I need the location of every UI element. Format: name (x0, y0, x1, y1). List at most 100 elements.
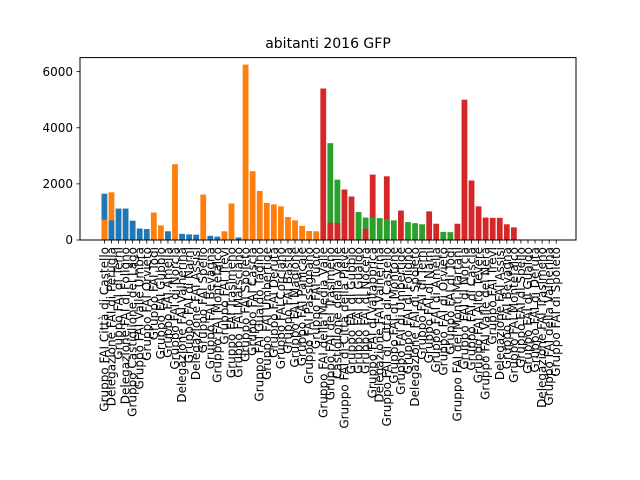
x-tick-label: Gruppo FAI di Narni (182, 247, 196, 363)
bar-red-53 (475, 206, 482, 240)
x-tick-label: Gruppo FAI di Terni (415, 247, 429, 360)
bar-blue-5 (136, 228, 143, 240)
x-tick-label: Gruppo FAI di Terni (112, 247, 126, 360)
bar-blue-9 (165, 231, 171, 240)
bar-blue-13 (193, 234, 200, 240)
x-tick-label: Castiglione della Valle (330, 247, 344, 379)
x-tick-label: Gruppo FAI di Amelia (429, 247, 443, 373)
x-tick-label: Gruppo FAI Gubbio (154, 247, 168, 359)
x-tick-label: Gruppo FAI di Narni (422, 247, 436, 363)
y-tick-label: 2000 (42, 177, 73, 191)
x-tick-label: Gruppo FAI Corciano (274, 247, 288, 369)
bar-orange-1 (108, 192, 115, 240)
x-tick-label: Gruppo FAI di Spoleto (549, 247, 563, 377)
bar-orange-20 (242, 64, 249, 241)
x-tick-label: Gruppo FAI Orvieto (140, 247, 154, 361)
x-tick-label: Gruppo FAI del Trasimeno (323, 247, 337, 400)
x-tick-label: Delegazione FAI Trasimeno (535, 247, 549, 408)
x-tick-label: Gruppo FAI Trevi (217, 247, 231, 345)
bar-blue-11 (179, 233, 185, 240)
y-tick-label: 6000 (42, 65, 73, 79)
y-tick-label: 0 (65, 233, 73, 247)
bar-red-56 (496, 217, 503, 240)
x-tick-label: Gruppo FAI Bastia (281, 247, 295, 354)
x-tick-label: Gruppo FAI di Nocera (359, 247, 373, 374)
bar-orange-24 (270, 204, 277, 240)
bar-orange-21 (249, 171, 256, 240)
x-axis: Gruppo FAI Città di CastelloDelegazione … (97, 240, 563, 429)
x-tick-label: Delegazione FAI di Foligno (119, 247, 133, 404)
x-tick-label: Delegazione FAI Valnerina (373, 247, 387, 403)
bar-red-33 (334, 223, 341, 240)
x-tick-label: Gruppo FAI Montefalco (210, 247, 224, 383)
x-tick-label: Gruppo FAI di Valfabbrica (366, 247, 380, 398)
bar-green-44 (412, 223, 418, 240)
bar-green-33 (334, 179, 341, 240)
bar-green-36 (355, 211, 362, 240)
x-tick-label: Gruppo FAI di Gubbio (345, 247, 359, 374)
x-tick-label: Gruppo FAI di Montone (387, 247, 401, 384)
x-tick-label: Gruppo FAI di Foligno (401, 247, 415, 374)
x-tick-label: Delegazione FAI Assisi (493, 247, 507, 380)
bar-blue-1 (108, 220, 115, 240)
x-tick-label: Gruppo FAI Alto Tevere (472, 247, 486, 383)
x-tick-label: Gruppo FAI di Norcia (168, 247, 182, 370)
bar-blue-19 (235, 237, 242, 240)
bar-orange-8 (157, 225, 164, 240)
x-tick-label: Gruppo FAI Tuoro (309, 247, 323, 349)
bar-orange-29 (306, 231, 313, 240)
bar-blue-6 (143, 229, 150, 240)
bar-red-42 (398, 210, 404, 240)
bar-layer (101, 64, 560, 241)
bar-orange-28 (299, 225, 305, 240)
x-tick-label: Gruppo FAI di Orvieto (436, 247, 450, 376)
x-tick-label: Gruppo FAI Valle del Nera (479, 247, 493, 400)
bar-green-49 (447, 232, 454, 240)
bar-orange-25 (278, 206, 284, 240)
bar-red-38 (369, 174, 376, 240)
x-tick-label: Gruppo FAI Spoleto (239, 247, 253, 362)
bar-blue-12 (186, 234, 193, 240)
x-tick-label: Gruppo FAI dei Monti Martani (450, 247, 464, 422)
x-tick-label: Gruppo FAI di Spello (514, 247, 528, 368)
bar-green-32 (327, 143, 334, 240)
bar-orange-22 (256, 190, 263, 240)
bar-orange-7 (150, 212, 157, 240)
x-tick-label: Gruppo FAI Magione (288, 247, 302, 368)
x-tick-label: Gruppo FAI Passignano (302, 247, 316, 384)
x-tick-label: Gruppo FAI Amelia (161, 247, 175, 358)
x-tick-label: Gruppo FAI di Città di Castello (380, 247, 394, 427)
chart-title: abitanti 2016 GFP (265, 36, 391, 52)
bar-orange-18 (228, 203, 235, 240)
bar-red-34 (341, 189, 348, 240)
bar-red-58 (510, 227, 517, 240)
x-tick-label: Gruppo FAI di Gualdo (352, 247, 366, 374)
bar-red-50 (454, 223, 461, 240)
x-tick-label: Gruppo FAI Gualdo Tadino (253, 247, 267, 402)
x-tick-label: Gruppo FAI Panicale (295, 247, 309, 366)
bar-orange-17 (221, 231, 228, 240)
bar-red-37 (362, 228, 369, 240)
bar-green-40 (383, 218, 390, 240)
x-tick-label: Gruppo FAI Trasimeno (224, 247, 238, 378)
bar-green-45 (419, 224, 425, 240)
bar-green-41 (390, 220, 397, 240)
x-tick-label: Gruppo FAI della Media Valle (316, 247, 330, 418)
x-tick-label: Gruppo FAI Todi (147, 247, 161, 340)
x-tick-label: Gruppo FAI di Todi (443, 247, 457, 355)
x-tick-label: Gruppo FAI di Città della Pieve (337, 247, 351, 429)
bar-red-51 (461, 99, 468, 240)
x-tick-label: Gruppo FAI Marsciano (232, 247, 246, 378)
bar-orange-0 (101, 219, 108, 240)
x-tick-label: Gruppo FAI Bevagna (500, 247, 514, 369)
x-tick-label: Gruppo FAI Valle Umbra (133, 247, 147, 389)
bar-red-52 (468, 180, 475, 240)
y-axis: 0 2000 4000 6000 (42, 65, 80, 247)
x-tick-label: Gruppo FAI di Deruta (528, 247, 542, 373)
bar-green-38 (369, 217, 376, 240)
x-tick-label: Gruppo FAI di Gualdo (521, 247, 535, 374)
bar-red-40 (383, 176, 390, 240)
x-tick-label: Gruppo FAI Spello (196, 247, 210, 353)
x-tick-label: Delegazione FAI Assisi (189, 247, 203, 380)
